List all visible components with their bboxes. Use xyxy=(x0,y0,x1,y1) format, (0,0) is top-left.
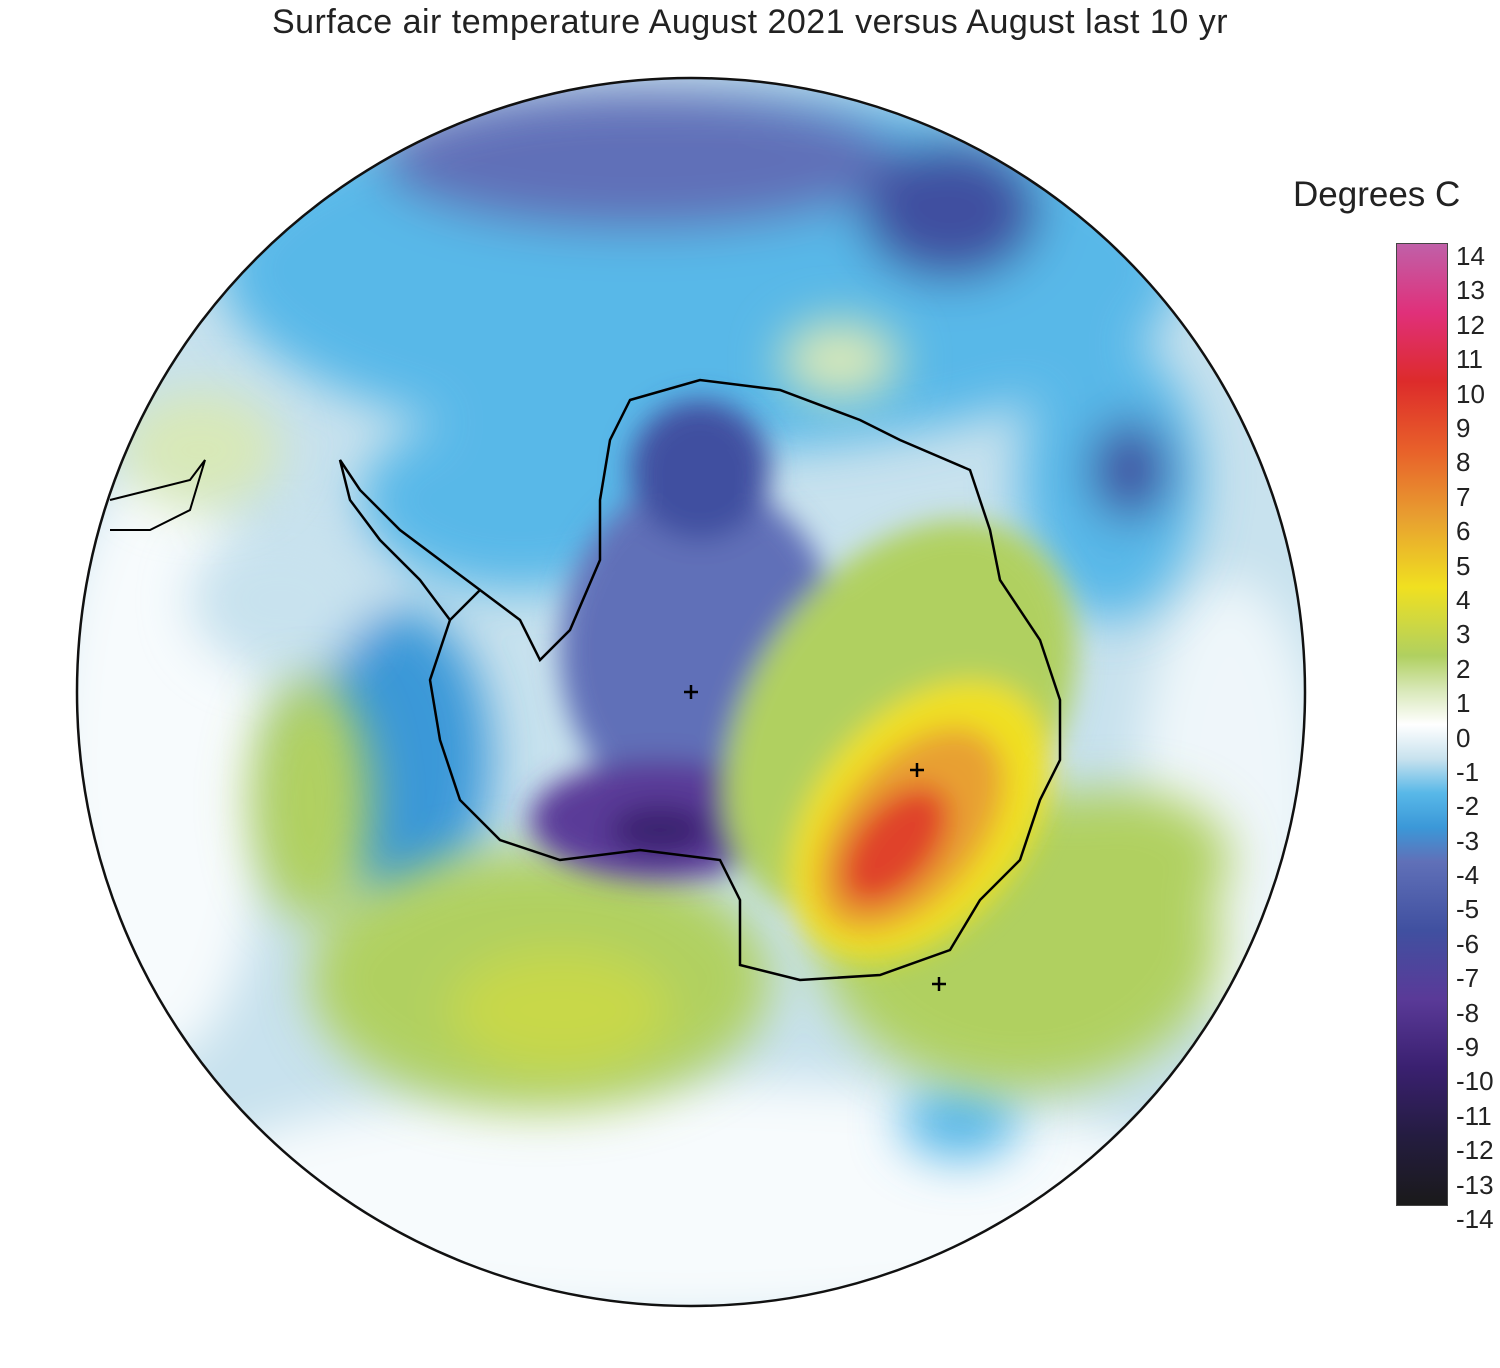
colorbar-tick-label: 7 xyxy=(1456,481,1471,512)
antarctica-coastline xyxy=(428,378,1062,982)
colorbar-tick-label: -10 xyxy=(1456,1066,1494,1097)
map-boundary-circle xyxy=(75,76,1307,1308)
colorbar-tick-label: 9 xyxy=(1456,412,1471,443)
station-cross xyxy=(910,763,924,777)
colorbar-tick-label: 3 xyxy=(1456,619,1471,650)
colorbar-tick-label: -12 xyxy=(1456,1135,1494,1166)
colorbar-tick-label: -13 xyxy=(1456,1169,1494,1200)
colorbar-tick-label: 11 xyxy=(1456,344,1483,375)
colorbar-tick-label: -4 xyxy=(1456,860,1480,891)
colorbar-tick-label: -5 xyxy=(1456,894,1480,925)
station-cross xyxy=(684,685,698,699)
colorbar-tick-label: 13 xyxy=(1456,275,1485,306)
antarctic-peninsula xyxy=(338,459,481,621)
colorbar-tick-label: -3 xyxy=(1456,825,1480,856)
colorbar-tick-label: 2 xyxy=(1456,653,1471,684)
colorbar-tick-label: 8 xyxy=(1456,447,1471,478)
colorbar-tick-label: -6 xyxy=(1456,928,1480,959)
cold-ocean xyxy=(190,90,1200,1160)
colorbar-tick-label: 12 xyxy=(1456,309,1485,340)
colorbar-tick-label: -8 xyxy=(1456,997,1480,1028)
colorbar-tick-label: -9 xyxy=(1456,1032,1480,1063)
colorbar-tick-label: 4 xyxy=(1456,584,1471,615)
colorbar-tick-label: 14 xyxy=(1456,241,1485,271)
colorbar-tick-label: -1 xyxy=(1456,756,1480,787)
colorbar-tick-label: 6 xyxy=(1456,516,1471,547)
colorbar-tick-label: 10 xyxy=(1456,378,1485,409)
warm-ocean xyxy=(120,320,1230,1110)
anomaly-field xyxy=(77,78,1305,1306)
station-cross xyxy=(932,977,946,991)
colorbar xyxy=(1396,243,1448,1206)
colorbar-tick-label: -2 xyxy=(1456,791,1480,822)
south-america-tip xyxy=(109,459,206,531)
legend-title: Degrees C xyxy=(1293,175,1461,214)
colorbar-ticks: 14 13 12 11 10 9 8 7 6 5 4 3 2 1 0 -1 -2 -3 -4 -5 -6 -7 -8 -9 -1… xyxy=(1456,240,1500,1234)
station-markers xyxy=(684,685,946,991)
colorbar-tick-label: -14 xyxy=(1456,1204,1494,1234)
chart-title: Surface air temperature August 2021 vers… xyxy=(271,3,1229,41)
colorbar-tick-label: 0 xyxy=(1456,722,1471,753)
colorbar-tick-label: 5 xyxy=(1456,550,1471,581)
colorbar-tick-label: -7 xyxy=(1456,963,1480,994)
colorbar-tick-label: -11 xyxy=(1456,1100,1492,1131)
continent-anomalies xyxy=(530,400,1077,960)
colorbar-tick-label: 1 xyxy=(1456,688,1471,719)
